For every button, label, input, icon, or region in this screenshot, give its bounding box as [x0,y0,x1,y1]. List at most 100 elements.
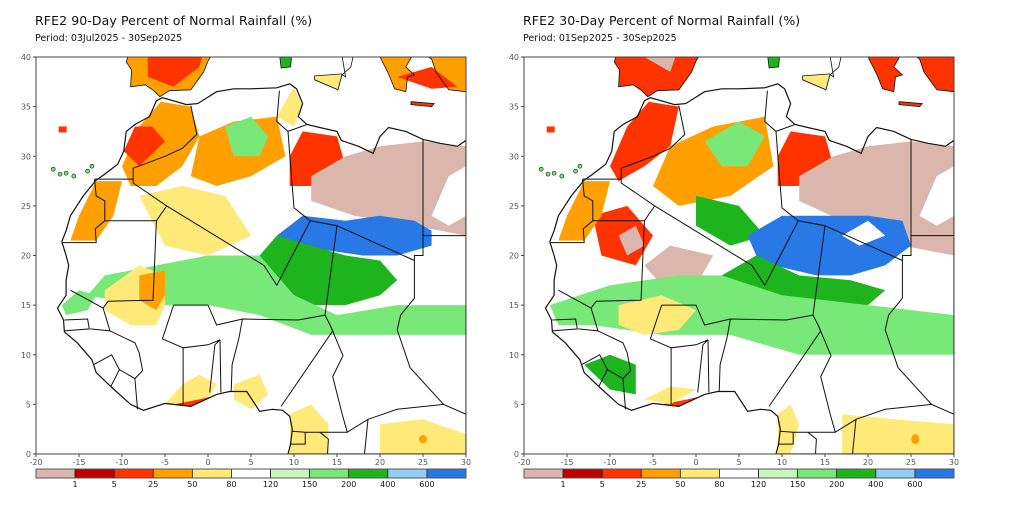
period-label: Period: 01Sep2025 - 30Sep2025 [523,33,677,44]
y-tick-label: 5 [514,400,519,409]
coastline [867,57,954,93]
colorbar-label: 120 [263,480,278,489]
y-tick-label: 10 [21,351,31,360]
country-border [718,314,814,392]
country-border [649,304,709,393]
coastline [802,73,831,91]
land-iberia [614,57,699,97]
island [577,163,583,169]
colorbar-label: 80 [714,480,724,489]
land-sardinia [279,57,292,68]
x-tick-label: 0 [693,458,698,467]
land-crete [899,101,923,107]
country-border [364,419,369,454]
anomaly-libya-brown [799,141,954,256]
colorbar-swatch [523,468,564,479]
country-border [119,369,136,380]
country-border [219,339,222,393]
colorbar-label: 1 [73,480,78,489]
colorbar-swatch [270,468,311,479]
x-tick-label: 5 [248,458,253,467]
anomaly-mauritania-brown [618,225,645,256]
country-border [90,328,111,332]
anomaly-morocco-red [123,126,165,167]
panel-90-day: RFE2 90-Day Percent of Normal Rainfall (… [0,0,500,507]
colorbar-swatch [640,468,681,479]
y-tick-label: 35 [21,103,31,112]
country-border [707,339,710,393]
y-tick-label: 0 [514,450,519,459]
colorbar-label: 25 [636,480,646,489]
country-border [807,431,817,454]
anomaly-spot [911,434,920,445]
colorbar-label: 150 [302,480,317,489]
colorbar-label: 80 [226,480,236,489]
colorbar-swatch [836,468,877,479]
country-border [558,220,645,309]
country-border [70,220,157,309]
anomaly-cameroon-yellow [777,404,800,454]
y-tick-label: 30 [509,152,519,161]
y-tick-label: 25 [509,202,519,211]
rainfall-map-90-day: -20 -15 -10 -5 0 5 10 15 20 25 3005101520253035401… [21,53,471,489]
island-madeira [546,126,555,133]
anomaly-egypt-white [919,166,954,226]
x-tick-label: 20 [863,458,873,467]
island [50,166,56,172]
island [559,173,565,179]
country-border [173,304,243,326]
colorbar-swatch [348,468,389,479]
anomaly-libya-brown [311,141,466,236]
colorbar-swatch [562,468,603,479]
y-tick-label: 40 [21,53,31,62]
colorbar-swatch [35,468,76,479]
island [63,170,69,176]
colorbar-label: 200 [829,480,844,489]
coastline [544,83,954,454]
anomaly-cameroon-yellow [289,404,329,454]
country-border [552,318,578,332]
panel-30-day: RFE2 30-Day Percent of Normal Rainfall (… [488,0,988,507]
colorbar-swatch [875,468,916,479]
anomaly-sahara-yellow [139,186,251,256]
anomaly-nigeria-yellow [233,374,269,410]
country-border [289,432,306,445]
x-tick-label: 10 [289,458,299,467]
country-border [620,105,686,180]
x-tick-label: -15 [560,458,573,467]
y-tick-label: 40 [509,53,519,62]
x-tick-label: -20 [29,458,42,467]
colorbar-label: 50 [675,480,685,489]
map-title: RFE2 90-Day Percent of Normal Rainfall (… [35,13,313,28]
country-border [581,354,608,387]
colorbar-swatch [679,468,720,479]
anomaly-iberia-brown [644,57,676,72]
land-sicily [802,73,831,90]
colorbar-swatch [719,468,759,479]
colorbar-swatch [231,468,271,479]
y-tick-label: 15 [509,301,519,310]
x-tick-label: 0 [205,458,210,467]
island-madeira [58,126,67,133]
colorbar-swatch [152,468,193,479]
y-tick-label: 20 [21,252,31,261]
anomaly-algeria-green2 [696,195,765,246]
anomaly-egypt-white [431,166,466,226]
plot-area [50,57,466,454]
island [573,168,578,174]
colorbar-label: 5 [600,480,605,489]
period-label: Period: 03Jul2025 - 30Sep2025 [35,33,183,44]
anomaly-sahel-green [87,255,466,335]
colorbar-label: 150 [790,480,805,489]
coastline [410,101,436,108]
x-tick-label: 15 [332,458,342,467]
y-tick-label: 30 [21,152,31,161]
country-border [852,419,857,454]
country-border [550,179,594,244]
colorbar-label: 25 [148,480,158,489]
colorbar-label: 50 [187,480,197,489]
coastline [898,101,924,108]
colorbar-swatch [426,468,467,479]
coastline [613,57,699,98]
y-tick-label: 15 [21,301,31,310]
